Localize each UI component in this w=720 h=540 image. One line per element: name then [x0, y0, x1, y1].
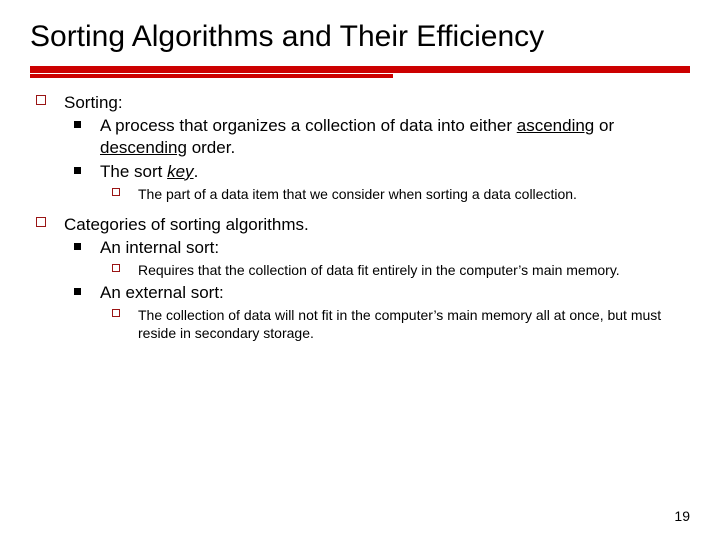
bullet-text: An internal sort: — [100, 238, 219, 257]
bullet-text: Requires that the collection of data fit… — [138, 262, 620, 278]
bullet-external: An external sort: — [30, 282, 690, 304]
square-outline-icon — [112, 309, 120, 317]
square-outline-icon — [112, 264, 120, 272]
bullet-external-def: The collection of data will not fit in t… — [30, 306, 690, 342]
bullet-internal-def: Requires that the collection of data fit… — [30, 261, 690, 279]
title-underline — [30, 66, 690, 78]
bullet-process: A process that organizes a collection of… — [30, 115, 690, 159]
bullet-text: The part of a data item that we consider… — [138, 186, 577, 202]
page-number: 19 — [674, 508, 690, 524]
bullet-internal: An internal sort: — [30, 237, 690, 259]
square-solid-icon — [74, 288, 81, 295]
bullet-text: Categories of sorting algorithms. — [64, 214, 690, 236]
bullet-text: A process that organizes a collection of… — [100, 116, 614, 157]
square-solid-icon — [74, 121, 81, 128]
bullet-text: The sort key. — [100, 162, 198, 181]
bullet-categories: Categories of sorting algorithms. — [30, 214, 690, 236]
bullet-sortkey: The sort key. — [30, 161, 690, 183]
slide-body: Sorting: A process that organizes a coll… — [30, 92, 690, 343]
bullet-sortkey-def: The part of a data item that we consider… — [30, 185, 690, 203]
slide-title: Sorting Algorithms and Their Efficiency — [30, 18, 690, 56]
bullet-text: An external sort: — [100, 283, 224, 302]
square-outline-icon — [112, 188, 120, 196]
bullet-text: The collection of data will not fit in t… — [138, 307, 661, 341]
square-solid-icon — [74, 167, 81, 174]
square-outline-icon — [36, 217, 46, 227]
bullet-sorting: Sorting: — [30, 92, 690, 114]
bullet-text: Sorting: — [64, 92, 690, 114]
square-solid-icon — [74, 243, 81, 250]
square-outline-icon — [36, 95, 46, 105]
